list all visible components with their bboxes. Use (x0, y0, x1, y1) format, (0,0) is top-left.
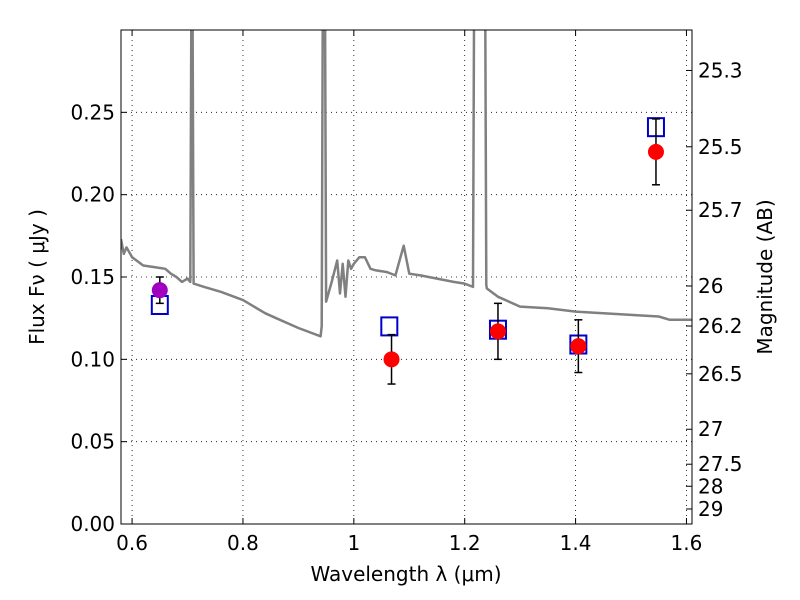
magnitude-tick-label: 29 (698, 497, 723, 521)
y-tick-label: 0.20 (70, 183, 115, 207)
y-tick-label: 0.10 (70, 347, 115, 371)
observed-flux-point (489, 323, 506, 340)
y-tick-label: 0.05 (70, 430, 115, 454)
points-layer (150, 117, 665, 385)
x-axis-label: Wavelength λ (μm) (310, 562, 501, 586)
magnitude-tick-label: 25.3 (698, 58, 743, 82)
magnitude-tick-label: 25.7 (698, 198, 743, 222)
x-tick-label: 1.2 (449, 531, 481, 555)
observed-flux-point (383, 351, 400, 368)
observed-flux-point (647, 143, 664, 160)
magnitude-tick-label: 25.5 (698, 135, 743, 159)
x-tick-label: 1 (347, 531, 360, 555)
x-tick-label: 1.4 (560, 531, 592, 555)
observed-flux-point (151, 282, 168, 299)
magnitude-tick-label: 26 (698, 274, 723, 298)
magnitude-tick-label: 26.5 (698, 362, 743, 386)
y-tick-label: 0.00 (70, 512, 115, 536)
y-axis-right-label: Magnitude (AB) (753, 199, 777, 354)
ticks: 0.6 0.8 1 1.2 1.4 1.6 0.00 0.05 0.10 0.15 0.20 0.25… (70, 30, 743, 555)
spectrum-layer (121, 30, 692, 338)
y-tick-label: 0.15 (70, 265, 115, 289)
model-spectrum-line (121, 30, 692, 338)
y-tick-label: 0.25 (70, 100, 115, 124)
x-tick-label: 0.8 (227, 531, 259, 555)
magnitude-tick-label: 28 (698, 474, 723, 498)
magnitude-tick-label: 27.5 (698, 452, 743, 476)
magnitude-tick-label: 27 (698, 417, 723, 441)
observed-flux-point (570, 338, 587, 355)
y-axis-label: Flux Fν ( μJy ) (25, 209, 49, 345)
x-tick-label: 1.6 (671, 531, 703, 555)
x-tick-label: 0.6 (116, 531, 148, 555)
model-photometry-square (380, 316, 399, 337)
magnitude-tick-label: 26.2 (698, 314, 743, 338)
